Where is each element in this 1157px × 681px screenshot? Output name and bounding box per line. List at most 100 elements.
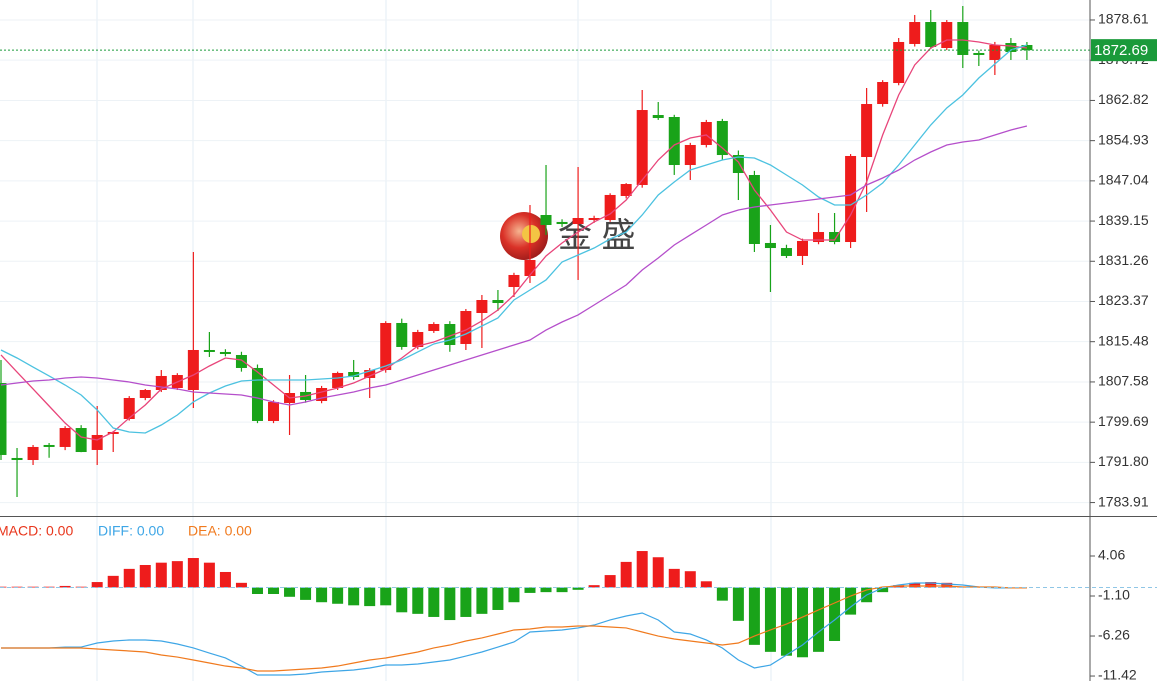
candle-body xyxy=(941,22,953,49)
candle-body xyxy=(380,322,392,371)
macd-bar xyxy=(829,587,841,641)
candle-body xyxy=(893,41,905,84)
candle-body xyxy=(877,81,889,105)
current-price-label: 1872.69 xyxy=(1094,42,1148,59)
macd-bar xyxy=(27,586,39,588)
y-tick-label: -6.26 xyxy=(1098,627,1130,643)
macd-bar xyxy=(780,587,792,656)
candle-body xyxy=(797,240,808,256)
macd-bar xyxy=(572,587,584,590)
macd-bar xyxy=(797,587,808,658)
candle-body xyxy=(652,115,664,119)
candle-body xyxy=(444,324,456,345)
y-tick-label: 1791.80 xyxy=(1098,453,1149,469)
candle-body xyxy=(829,232,841,243)
macd-bar xyxy=(75,586,87,588)
candle-body xyxy=(11,457,23,461)
macd-bar xyxy=(909,582,921,588)
y-tick-label: -11.42 xyxy=(1098,667,1137,681)
macd-bar xyxy=(732,587,744,621)
macd-bar xyxy=(219,571,231,588)
macd-bar xyxy=(460,587,472,617)
candle-body xyxy=(748,174,760,244)
candle-body xyxy=(684,144,696,166)
candle-body xyxy=(412,332,424,347)
axes: 1878.611870.721862.821854.931847.041839.… xyxy=(1090,11,1157,681)
candle-body xyxy=(348,372,360,378)
macd-bar xyxy=(412,587,424,614)
y-tick-label: 1831.26 xyxy=(1098,252,1149,268)
macd-bar xyxy=(524,587,536,593)
y-tick-label: 1799.69 xyxy=(1098,413,1149,429)
macd-bar xyxy=(203,562,215,588)
macd-bar xyxy=(604,575,616,588)
candle-body xyxy=(813,232,825,243)
candle-body xyxy=(700,121,712,145)
candle-body xyxy=(524,259,536,276)
macd-bar xyxy=(556,587,568,593)
macd-bar xyxy=(444,587,456,621)
grid xyxy=(0,19,1090,504)
candle-body xyxy=(364,370,376,378)
candle-body xyxy=(27,446,39,461)
candle-body xyxy=(75,428,87,453)
macd-bar xyxy=(684,571,696,588)
watermark: 金 盛 xyxy=(500,212,635,260)
macd-bar xyxy=(364,587,376,607)
candle-body xyxy=(780,248,792,256)
candle-body xyxy=(588,218,600,220)
y-tick-label: 1839.15 xyxy=(1098,212,1149,228)
macd-bar xyxy=(428,587,440,617)
candle-body xyxy=(508,274,520,288)
candle-body xyxy=(1005,43,1017,52)
macd-bar xyxy=(476,587,488,614)
candle-body xyxy=(604,194,616,220)
y-tick-label: 1783.91 xyxy=(1098,493,1149,509)
candle-body xyxy=(973,52,985,55)
macd-bar xyxy=(235,582,247,588)
macd-bar xyxy=(396,587,408,613)
candle-body xyxy=(909,22,921,44)
macd-bar xyxy=(652,557,664,588)
candle-body xyxy=(845,155,857,243)
candle-body xyxy=(476,300,488,313)
macd-bar xyxy=(91,582,103,588)
logo-dot xyxy=(522,225,540,243)
y-tick-label: 1847.04 xyxy=(1098,172,1149,188)
candle-body xyxy=(43,444,55,447)
macd-bar xyxy=(284,587,296,597)
candle-body xyxy=(556,221,568,225)
macd-bar xyxy=(716,587,728,601)
macd-bar xyxy=(813,587,825,652)
macd-bar xyxy=(300,587,312,600)
candle-body xyxy=(203,349,215,352)
macd-bar xyxy=(941,582,953,588)
candle-body xyxy=(428,324,440,331)
candle-body xyxy=(620,184,632,196)
candle-body xyxy=(636,110,648,185)
moving-average-line xyxy=(0,44,1028,434)
candle-body xyxy=(861,104,873,158)
macd-bar xyxy=(332,587,344,604)
macd-bar xyxy=(620,561,632,588)
candle-body xyxy=(0,383,7,455)
macd-bar xyxy=(748,587,760,645)
macd-bar xyxy=(59,585,71,588)
y-tick-label: 1807.58 xyxy=(1098,373,1149,389)
candle-body xyxy=(492,300,504,304)
macd-bar xyxy=(155,562,167,588)
macd-line xyxy=(1,582,1027,676)
macd-bar xyxy=(877,587,889,593)
macd-bar xyxy=(187,558,199,588)
candle-body xyxy=(957,22,969,55)
candle-body xyxy=(716,120,728,156)
macd-bar xyxy=(268,587,280,594)
legend: MACD: 0.00 DIFF: 0.00 DEA: 0.00 xyxy=(0,523,252,539)
moving-average-line xyxy=(0,39,1027,441)
candle-body xyxy=(91,434,103,450)
candle-body xyxy=(572,218,584,225)
candle-body xyxy=(396,322,408,347)
macd-bar xyxy=(636,551,648,588)
